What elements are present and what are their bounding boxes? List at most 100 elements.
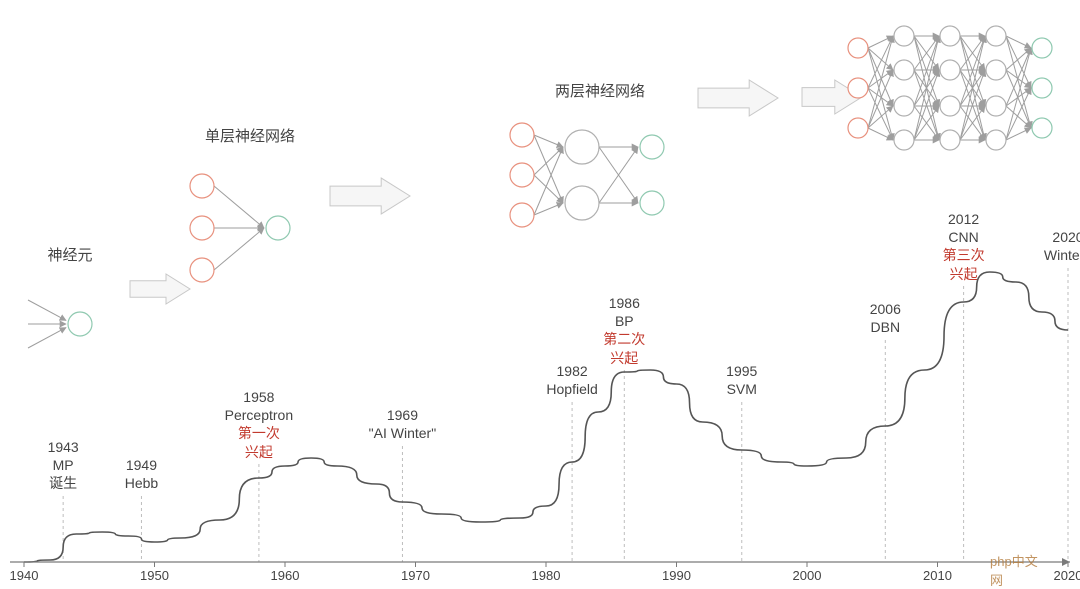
event-line: Hebb bbox=[125, 474, 158, 492]
network-edge bbox=[534, 175, 563, 203]
event-line: 第二次 bbox=[603, 330, 645, 348]
axis-tick-label: 1970 bbox=[401, 568, 430, 583]
network-edge bbox=[868, 36, 893, 48]
network-node bbox=[68, 312, 92, 336]
transition-arrow bbox=[130, 274, 190, 304]
network-node bbox=[190, 258, 214, 282]
region-title: 两层神经网络 bbox=[555, 80, 645, 101]
event-line: 1969 bbox=[369, 406, 437, 424]
event-line: 第三次 bbox=[943, 246, 985, 264]
network-node bbox=[940, 26, 960, 46]
event-line: Perceptron bbox=[225, 406, 293, 424]
event-line: 1982 bbox=[546, 362, 597, 380]
watermark-text: php中文网 bbox=[990, 554, 1038, 588]
network-node bbox=[1032, 38, 1052, 58]
event-line: 1995 bbox=[726, 362, 757, 380]
event-line: 诞生 bbox=[48, 474, 79, 492]
network-node bbox=[894, 26, 914, 46]
event-line: 1949 bbox=[125, 456, 158, 474]
axis-arrowhead bbox=[1062, 558, 1070, 566]
timeline-event: 1949Hebb bbox=[125, 456, 158, 492]
region-title-text: 两层神经网络 bbox=[555, 83, 645, 100]
network-node bbox=[894, 60, 914, 80]
timeline-event: 1995SVM bbox=[726, 362, 757, 398]
network-node bbox=[940, 130, 960, 150]
event-line: 1986 bbox=[603, 294, 645, 312]
axis-tick-label: 1960 bbox=[271, 568, 300, 583]
network-edge bbox=[214, 228, 264, 270]
network-node bbox=[266, 216, 290, 240]
network-node bbox=[190, 216, 214, 240]
network-node bbox=[510, 203, 534, 227]
event-line: MP bbox=[48, 456, 79, 474]
network-node bbox=[190, 174, 214, 198]
event-line: SVM bbox=[726, 380, 757, 398]
event-line: 1958 bbox=[225, 388, 293, 406]
network-node bbox=[565, 130, 599, 164]
region-title-text: 神经元 bbox=[47, 247, 92, 264]
axis-tick-label: 2000 bbox=[793, 568, 822, 583]
network-node bbox=[894, 96, 914, 116]
event-line: 1943 bbox=[48, 438, 79, 456]
network-edge bbox=[28, 328, 66, 348]
watermark: php中文网 bbox=[990, 551, 1050, 589]
event-line: 兴起 bbox=[603, 349, 645, 367]
event-line: 第一次 bbox=[225, 424, 293, 442]
network-edge bbox=[1006, 36, 1031, 48]
network-node bbox=[940, 60, 960, 80]
network-edge bbox=[1006, 128, 1031, 140]
network-node bbox=[986, 96, 1006, 116]
axis-tick-label: 2020 bbox=[1054, 568, 1080, 583]
axis-tick-label: 1990 bbox=[662, 568, 691, 583]
network-node bbox=[940, 96, 960, 116]
timeline-event: 1958Perceptron第一次兴起 bbox=[225, 388, 293, 461]
axis-tick-label: 2010 bbox=[923, 568, 952, 583]
network-edge bbox=[534, 147, 563, 175]
event-line: 兴起 bbox=[943, 265, 985, 283]
axis-tick-label: 1950 bbox=[140, 568, 169, 583]
timeline-event: 2020Winter? bbox=[1044, 228, 1080, 264]
network-node bbox=[640, 135, 664, 159]
network-node bbox=[640, 191, 664, 215]
network-edge bbox=[214, 186, 264, 228]
region-title: 单层神经网络 bbox=[205, 125, 295, 146]
network-node bbox=[848, 118, 868, 138]
event-line: 2012 bbox=[943, 210, 985, 228]
event-line: Winter? bbox=[1044, 246, 1080, 264]
network-node bbox=[848, 78, 868, 98]
network-node bbox=[510, 123, 534, 147]
network-node bbox=[894, 130, 914, 150]
timeline-event: 1943MP诞生 bbox=[48, 438, 79, 493]
transition-arrow bbox=[330, 178, 410, 214]
network-edge bbox=[28, 300, 66, 320]
network-node bbox=[1032, 118, 1052, 138]
timeline-event: 1986BP第二次兴起 bbox=[603, 294, 645, 367]
region-title: 神经元 bbox=[47, 244, 92, 265]
network-node bbox=[848, 38, 868, 58]
region-title-text: 单层神经网络 bbox=[205, 128, 295, 145]
diagram-svg: 1940 1950 1960 1970 1980 1990 2000 2010 2020 bbox=[0, 0, 1080, 587]
event-line: 兴起 bbox=[225, 443, 293, 461]
timeline-curve bbox=[24, 272, 1068, 562]
network-node bbox=[986, 60, 1006, 80]
diagram-canvas: 1940 1950 1960 1970 1980 1990 2000 2010 2020 神经元 单… bbox=[0, 0, 1080, 587]
network-node bbox=[986, 130, 1006, 150]
event-line: "AI Winter" bbox=[369, 424, 437, 442]
timeline-event: 2006DBN bbox=[870, 300, 901, 336]
timeline-event: 2012CNN第三次兴起 bbox=[943, 210, 985, 283]
axis-tick-label: 1980 bbox=[532, 568, 561, 583]
event-line: Hopfield bbox=[546, 380, 597, 398]
event-line: CNN bbox=[943, 228, 985, 246]
timeline-event: 1982Hopfield bbox=[546, 362, 597, 398]
event-line: 2006 bbox=[870, 300, 901, 318]
transition-arrow bbox=[698, 80, 778, 116]
network-node bbox=[565, 186, 599, 220]
network-node bbox=[986, 26, 1006, 46]
timeline-event: 1969"AI Winter" bbox=[369, 406, 437, 442]
event-line: BP bbox=[603, 312, 645, 330]
event-line: DBN bbox=[870, 318, 901, 336]
axis-tick-label: 1940 bbox=[10, 568, 39, 583]
network-node bbox=[510, 163, 534, 187]
network-edge bbox=[868, 128, 893, 140]
network-node bbox=[1032, 78, 1052, 98]
